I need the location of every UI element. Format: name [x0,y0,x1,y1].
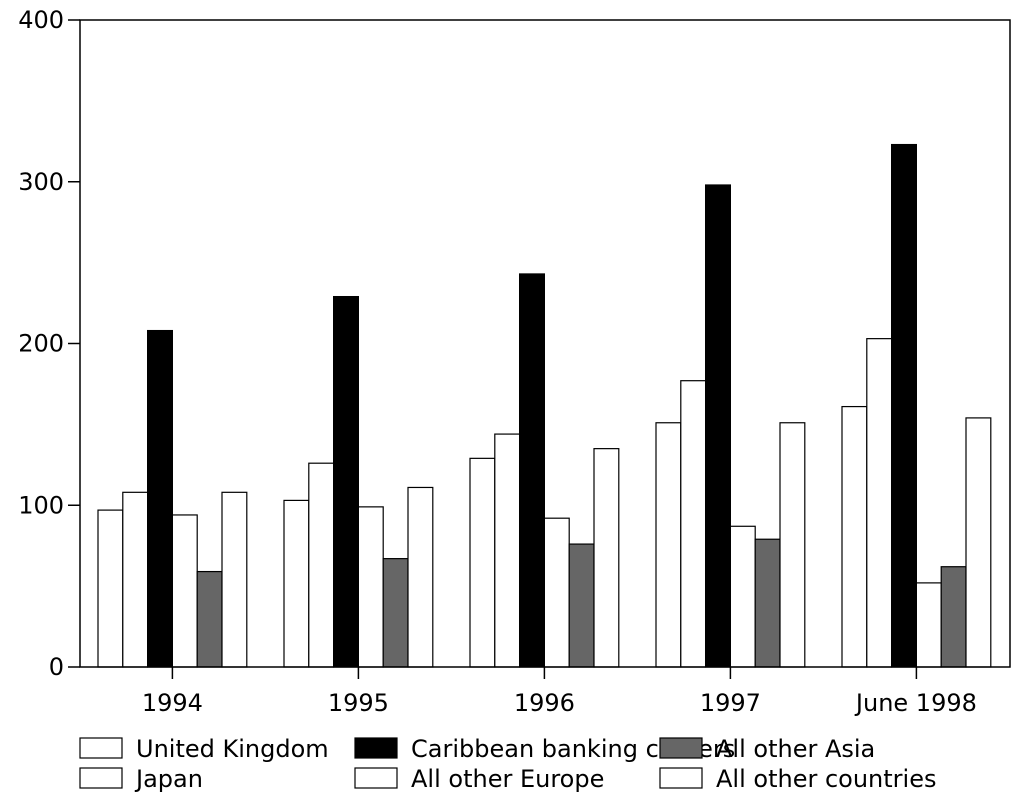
bar [147,329,174,668]
y-tick-label: 100 [18,491,64,519]
bar [518,273,545,668]
legend-label: All other Asia [716,735,875,763]
legend-label: All other countries [716,765,936,793]
bar [122,491,149,668]
legend-swatch [79,737,123,759]
bar [494,433,521,668]
bars-group [97,143,992,668]
bar [543,517,570,668]
y-tick-label: 400 [18,6,64,34]
bar [221,491,248,668]
bar [382,558,409,668]
x-tick-label: June 1998 [854,689,977,717]
legend-swatch [659,767,703,789]
bar [779,422,806,668]
bar [729,525,756,668]
y-tick-label: 0 [49,653,64,681]
legend-swatch [354,767,398,789]
x-tick-label: 1997 [700,689,761,717]
bar [283,499,310,668]
bar [333,295,360,668]
bar [171,514,198,668]
bar [308,462,335,668]
x-axis: 1994 1995 1996 1997 June 1998 [142,667,977,717]
bar [890,143,917,668]
legend-swatch [659,737,703,759]
bar [754,538,781,668]
bar [965,417,992,668]
bar [866,338,893,668]
bar [593,448,620,668]
bar [704,184,731,668]
bar [357,506,384,668]
y-tick-label: 200 [18,330,64,358]
bar [655,422,682,668]
bar [915,582,942,668]
y-tick-label: 300 [18,168,64,196]
x-tick-label: 1995 [328,689,389,717]
x-tick-label: 1996 [514,689,575,717]
bar [469,457,496,668]
legend-label: Japan [134,765,203,793]
bar [568,543,595,668]
bar [841,405,868,668]
bar [680,380,707,668]
bar [940,566,967,668]
legend-label: All other Europe [411,765,604,793]
legend-swatch [354,737,398,759]
legend-label: United Kingdom [136,735,329,763]
x-tick-label: 1994 [142,689,203,717]
bar [196,570,223,668]
bar [407,486,434,668]
legend-swatch [79,767,123,789]
bar [97,509,124,668]
